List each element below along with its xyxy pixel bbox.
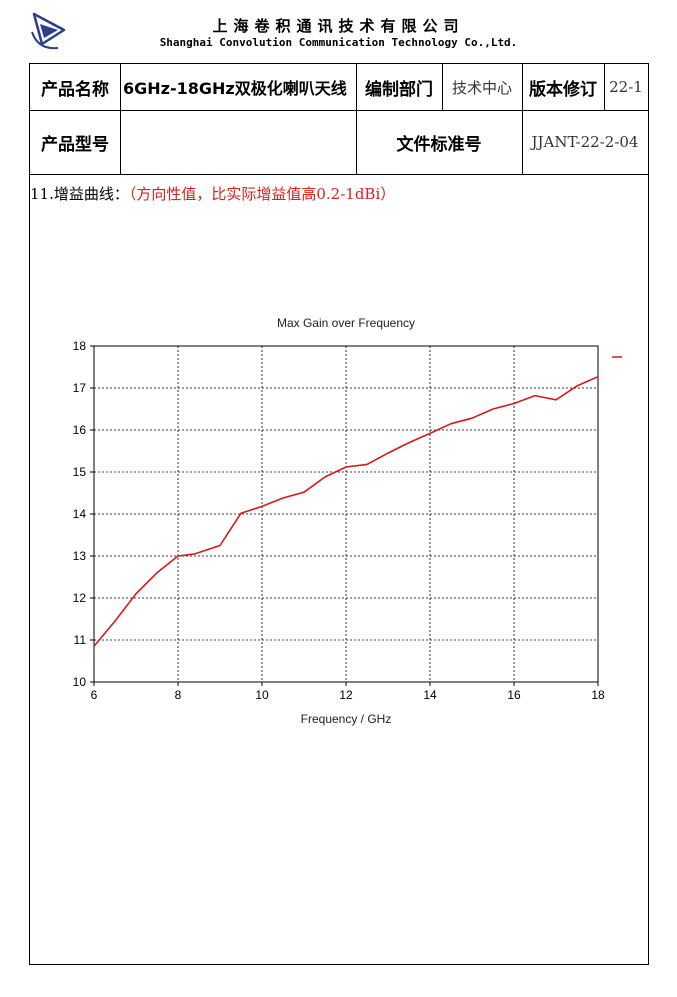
- section-heading: 11.增益曲线：（方向性值，比实际增益值高0.2-1dBi）: [30, 183, 395, 204]
- y-tick-label: 14: [73, 507, 87, 521]
- dept-value: 技术中心: [451, 78, 512, 97]
- x-tick-label: 8: [175, 688, 182, 702]
- product-name-label: 产品名称: [41, 79, 109, 100]
- model-value: [123, 110, 356, 174]
- x-tick-label: 14: [423, 688, 437, 702]
- chart-title: Max Gain over Frequency: [277, 316, 415, 330]
- standard-value: JJANT-22-2-04: [531, 133, 639, 151]
- triangle-arrow-logo-icon: [31, 12, 66, 50]
- revision-value: 22-1: [609, 78, 643, 96]
- y-tick-label: 12: [73, 591, 87, 605]
- y-tick-label: 15: [73, 465, 87, 479]
- spec-sheet: 产品名称 6GHz-18GHz双极化喇叭天线 编制部门 技术中心 版本修订 22…: [29, 63, 649, 965]
- company-name-cn: 上海卷积通讯技术有限公司: [212, 17, 465, 35]
- product-name-value: 6GHz-18GHz双极化喇叭天线: [123, 79, 347, 98]
- x-tick-label: 6: [91, 688, 98, 702]
- model-label: 产品型号: [41, 134, 109, 155]
- x-tick-label: 18: [591, 688, 605, 702]
- y-tick-label: 11: [74, 633, 87, 647]
- standard-label: 文件标准号: [396, 134, 482, 155]
- y-tick-label: 13: [73, 549, 87, 563]
- y-tick-label: 18: [73, 339, 87, 353]
- chart-grid: [93, 345, 599, 683]
- x-axis-label: Frequency / GHz: [301, 712, 392, 726]
- gain-chart: Max Gain over Frequency 6 8 10 12 14 16 18 10 11…: [73, 316, 622, 726]
- x-tick-label: 16: [507, 688, 521, 702]
- series-line: [93, 375, 599, 647]
- y-tick-label: 10: [73, 675, 87, 689]
- chart-series: [93, 375, 599, 647]
- revision-label: 版本修订: [529, 79, 597, 100]
- x-tick-label: 12: [339, 688, 353, 702]
- dept-label: 编制部门: [365, 79, 433, 100]
- section-note: （方向性值，比实际增益值高0.2-1dBi）: [128, 185, 396, 203]
- company-name-en: Shanghai Convolution Communication Techn…: [159, 36, 518, 49]
- section-title: 11.增益曲线：: [30, 185, 129, 203]
- chart-axes: 6 8 10 12 14 16 18 10 11 12 13 14 15 16 17 18: [73, 339, 605, 702]
- x-tick-label: 10: [255, 688, 269, 702]
- y-tick-label: 16: [73, 423, 87, 437]
- y-tick-label: 17: [73, 381, 87, 395]
